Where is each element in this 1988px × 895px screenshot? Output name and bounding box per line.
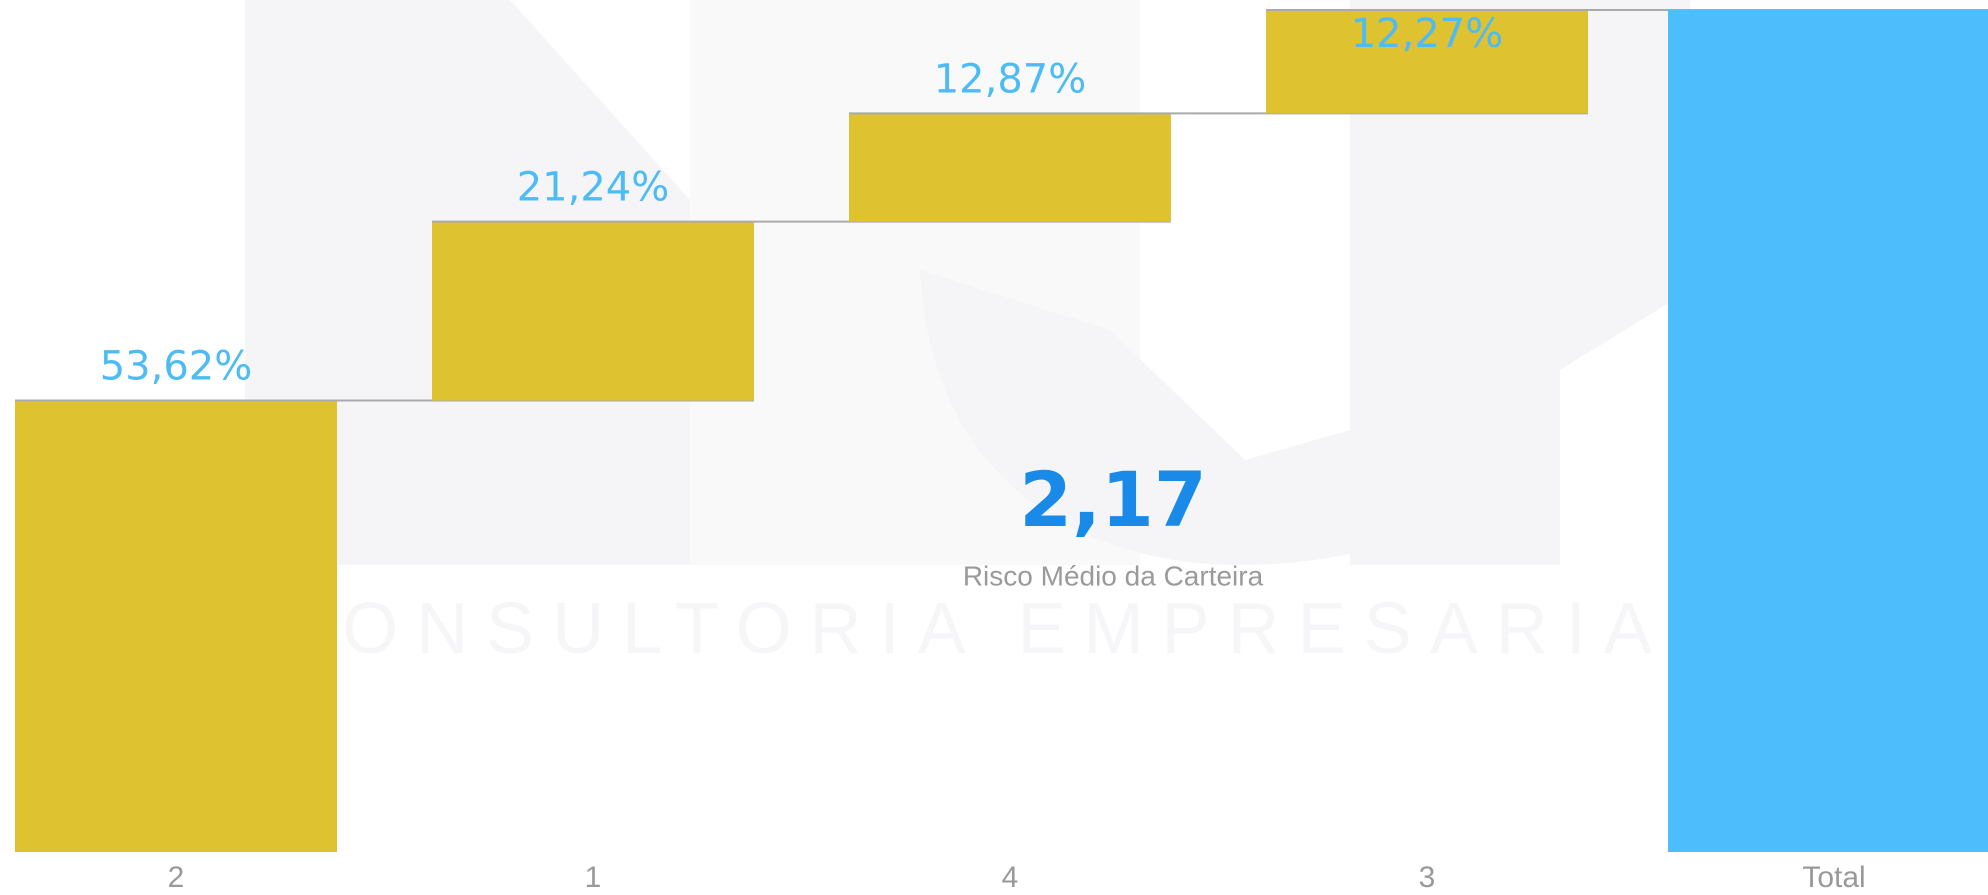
total-bar <box>1668 10 1988 852</box>
plot-area: 53,62% 2 21,24% 1 12,87% 4 12,27% 3 Total <box>15 9 1988 894</box>
x-tick-label: 2 <box>168 861 185 894</box>
x-tick-label: 3 <box>1419 861 1436 894</box>
value-label: 12,87% <box>934 56 1087 102</box>
x-tick-label: 1 <box>585 861 602 894</box>
value-label: 12,27% <box>1351 11 1504 57</box>
bar <box>849 113 1171 222</box>
watermark-text: CONSULTORIA EMPRESARIAL <box>272 589 1728 669</box>
value-label: 53,62% <box>100 344 253 390</box>
kpi-value: 2,17 <box>1019 455 1207 544</box>
kpi-label: Risco Médio da Carteira <box>963 560 1264 591</box>
x-tick-label: Total <box>1802 861 1865 894</box>
value-label: 21,24% <box>517 165 670 211</box>
bar <box>1266 10 1588 114</box>
bar <box>432 221 754 401</box>
x-tick-label: 4 <box>1002 861 1019 894</box>
bar <box>15 400 337 852</box>
